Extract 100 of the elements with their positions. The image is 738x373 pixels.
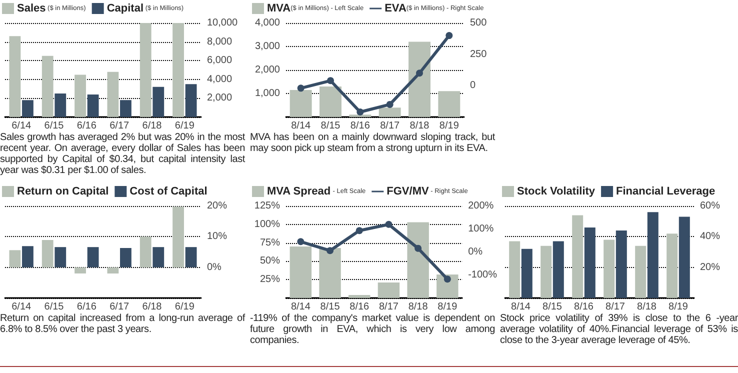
- x-tick-label: 6/14: [12, 120, 32, 132]
- bar: [74, 267, 86, 274]
- y-tick-label: 25%: [260, 274, 280, 286]
- x-tick-label: 6/18: [142, 302, 162, 312]
- bar: [319, 248, 341, 298]
- bar: [647, 212, 658, 298]
- point: [446, 32, 453, 40]
- y-tick-label: 2,000: [207, 92, 232, 104]
- bar: [22, 246, 34, 268]
- x-tick-label: 6/17: [110, 302, 130, 312]
- bar: [87, 94, 99, 117]
- bar: [9, 250, 21, 268]
- x-tick-label: 6/18: [142, 120, 162, 132]
- point: [356, 108, 364, 116]
- y2-tick-label: 0: [470, 80, 476, 92]
- point: [385, 220, 392, 228]
- x-tick-label: 8/16: [350, 120, 370, 132]
- bar: [678, 216, 690, 298]
- bar: [407, 222, 429, 298]
- legend-label: Return on Capital: [17, 186, 109, 198]
- x-tick-label: 8/14: [291, 120, 311, 132]
- bar: [140, 23, 152, 117]
- bar: [9, 36, 21, 117]
- point: [414, 244, 422, 252]
- y-tick-label: 10,000: [207, 18, 238, 28]
- bar: [521, 248, 532, 298]
- bar: [320, 86, 342, 117]
- y-tick-label: 125%: [254, 200, 280, 212]
- y-tick-label: 75%: [260, 237, 280, 248]
- bar: [290, 246, 312, 298]
- bar: [42, 240, 54, 268]
- x-tick-label: 8/18: [637, 302, 657, 312]
- bar: [152, 247, 164, 268]
- x-tick-label: 8/14: [511, 302, 531, 312]
- bar: [107, 72, 119, 117]
- y-tick-label: 3,000: [254, 41, 280, 52]
- bar: [22, 100, 34, 117]
- text: Sales growth has averaged 2% but was 20% in the most recent year. On average, every dollar of Sales has been supported by Capital of $0.34, but capital intensity last year was $0.31 per $1.00 of sales.: [0, 132, 245, 176]
- bar: [438, 91, 460, 117]
- bar: [152, 86, 164, 117]
- y-tick-label: 4,000: [254, 18, 280, 28]
- bar: [348, 295, 370, 298]
- point: [444, 276, 451, 283]
- point: [416, 70, 423, 77]
- y2-tick-label: 500: [470, 18, 488, 28]
- bar: [378, 282, 400, 298]
- y2-tick-label: 0%: [468, 246, 483, 258]
- legend-label: Cost of Capital: [130, 186, 208, 198]
- x-tick-label: 6/15: [44, 302, 64, 312]
- bar: [42, 56, 54, 117]
- y-tick-label: 100%: [254, 218, 280, 230]
- y-tick-label: 8,000: [207, 36, 232, 48]
- y-tick-label: 1,000: [254, 88, 280, 99]
- x-tick-label: 8/15: [320, 120, 341, 132]
- y-tick-label: 40%: [700, 231, 720, 242]
- point: [297, 238, 304, 246]
- bar: [572, 215, 584, 298]
- text: Return on capital increased from a long-run average of 6.8% to 8.5% over the past 3 years.: [0, 313, 245, 335]
- bar: [552, 241, 564, 298]
- x-tick-label: 8/19: [439, 120, 460, 132]
- x-tick-label: 8/17: [380, 120, 400, 132]
- bar: [509, 241, 520, 298]
- bar: [87, 247, 99, 268]
- y2-tick-label: 100%: [468, 224, 494, 234]
- text: MVA has been on a mainly downward sloping track, but may soon pick up steam from a strong upturn in its EVA.: [250, 132, 495, 154]
- y-tick-label: 20%: [207, 200, 228, 212]
- x-tick-label: 8/17: [378, 302, 399, 312]
- x-tick-label: 6/17: [110, 120, 130, 132]
- y-tick-label: 0%: [207, 262, 222, 273]
- bar: [185, 84, 197, 117]
- bar: [540, 246, 552, 298]
- x-tick-label: 6/19: [174, 302, 195, 312]
- y-tick-label: 20%: [700, 262, 720, 273]
- legend-label: Stock Volatility: [517, 186, 596, 198]
- x-tick-label: 6/16: [76, 120, 97, 132]
- x-tick-label: 8/14: [290, 302, 311, 312]
- y-tick-label: 60%: [700, 200, 720, 212]
- bar: [140, 236, 152, 268]
- x-tick-label: 6/19: [174, 120, 195, 132]
- x-tick-label: 8/15: [320, 302, 340, 312]
- x-tick-label: 8/18: [408, 302, 428, 312]
- legend-label: Financial Leverage: [616, 186, 716, 198]
- bar: [408, 42, 430, 117]
- x-tick-label: 8/16: [350, 302, 370, 312]
- x-tick-label: 8/19: [438, 302, 458, 312]
- text: -119% of the company's market value is dependent on future growth in EVA, which is very low among companies.: [250, 313, 495, 346]
- x-tick-label: 8/19: [668, 302, 688, 312]
- x-tick-label: 8/17: [606, 302, 626, 312]
- bar: [666, 234, 678, 298]
- point: [297, 84, 304, 92]
- y2-tick-label: 250: [470, 48, 488, 60]
- x-tick-label: 8/16: [574, 302, 594, 312]
- bar: [290, 90, 312, 117]
- y-tick-label: 6,000: [207, 55, 232, 66]
- bar: [120, 248, 132, 268]
- x-tick-label: 8/15: [542, 302, 562, 312]
- x-tick-label: 8/18: [410, 120, 430, 132]
- bar: [172, 206, 184, 268]
- x-tick-label: 6/15: [44, 120, 64, 132]
- bar: [120, 100, 132, 117]
